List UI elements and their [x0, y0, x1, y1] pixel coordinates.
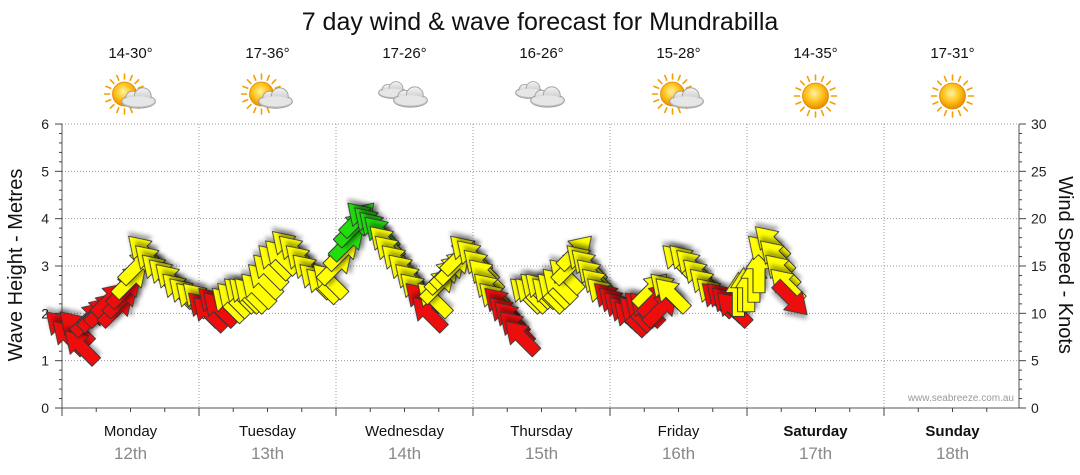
day-label-wednesday: Wednesday 14th [365, 423, 444, 463]
y-left-tick-label: 6 [41, 116, 49, 132]
day-date: 15th [525, 444, 558, 463]
day-date: 17th [799, 444, 832, 463]
day-name: Sunday [925, 423, 980, 440]
grid [62, 123, 1019, 408]
y-right-tick-label: 10 [1031, 305, 1047, 321]
day-header-wednesday: 17-26° [378, 45, 428, 108]
sun-cloud-icon [103, 73, 156, 115]
day-header-tuesday: 17-36° [240, 45, 293, 115]
y-right-tick-label: 0 [1031, 400, 1039, 416]
y-left-tick-label: 3 [41, 258, 49, 274]
day-label-friday: Friday 16th [658, 423, 700, 463]
day-label-thursday: Thursday 15th [510, 423, 573, 463]
temp-range: 17-31° [930, 45, 974, 62]
y-right-tick-label: 15 [1031, 258, 1047, 274]
y-right-tick-label: 25 [1031, 163, 1047, 179]
y-axis-left-label: Wave Height - Metres [5, 169, 27, 362]
cloud-shape [669, 87, 704, 109]
day-date: 16th [662, 444, 695, 463]
cloud-shape [393, 86, 428, 108]
y-left-tick-label: 1 [41, 353, 49, 369]
cloud-shape [530, 86, 565, 108]
y-left-tick-label: 5 [41, 163, 49, 179]
temp-range: 17-26° [382, 45, 426, 62]
cloud-icon [378, 81, 428, 108]
axes: 0 1 2 3 4 5 6 0 5 10 15 20 25 30 [41, 116, 1047, 416]
sun-icon [793, 74, 838, 118]
day-name: Wednesday [365, 423, 444, 440]
cloud-shape [121, 87, 156, 109]
y-left-tick-label: 0 [41, 400, 49, 416]
day-header-sunday: 17-31° [930, 45, 975, 118]
sun-disc [939, 82, 966, 110]
wind-arrows [45, 202, 808, 367]
cloud-shape [258, 87, 293, 109]
temp-range: 17-36° [245, 45, 289, 62]
day-name: Tuesday [239, 423, 296, 440]
sun-cloud-icon [240, 73, 293, 115]
day-name: Friday [658, 423, 700, 440]
day-header-friday: 15-28° [651, 45, 704, 115]
y-axis-right-label: Wind Speed - Knots [1054, 176, 1076, 354]
day-label-sunday: Sunday 18th [925, 423, 980, 463]
day-name: Monday [104, 423, 158, 440]
credit-text: www.seabreeze.com.au [907, 393, 1014, 404]
day-date: 12th [114, 444, 147, 463]
temp-range: 14-30° [108, 45, 152, 62]
day-name: Saturday [783, 423, 848, 440]
wind-arrow [504, 320, 542, 358]
day-date: 18th [936, 444, 969, 463]
sun-icon [930, 74, 975, 118]
wind-arrow [655, 278, 692, 315]
day-forecast-header: 14-30° 17-36° 17-26° 16-26° 15-28° 14-35° 17-3… [103, 45, 975, 118]
y-right-tick-label: 5 [1031, 353, 1039, 369]
y-left-tick-label: 2 [41, 305, 49, 321]
temp-range: 14-35° [793, 45, 837, 62]
day-label-tuesday: Tuesday 13th [239, 423, 296, 463]
y-right-tick-label: 30 [1031, 116, 1047, 132]
day-header-saturday: 14-35° [793, 45, 838, 118]
temp-range: 15-28° [656, 45, 700, 62]
day-date: 13th [251, 444, 284, 463]
day-name: Thursday [510, 423, 573, 440]
day-label-monday: Monday 12th [104, 423, 158, 463]
day-date: 14th [388, 444, 421, 463]
day-header-monday: 14-30° [103, 45, 156, 115]
sun-disc [802, 82, 829, 110]
wind-arrow [771, 278, 808, 316]
chart-title: 7 day wind & wave forecast for Mundrabil… [302, 8, 779, 36]
sun-cloud-icon [651, 73, 704, 115]
day-label-saturday: Saturday 17th [783, 423, 848, 463]
day-labels: Monday 12th Tuesday 13th Wednesday 14th Thursd… [104, 423, 980, 463]
y-left-tick-label: 4 [41, 211, 49, 227]
sun-rays [793, 74, 838, 118]
sun-rays [930, 74, 975, 118]
y-right-tick-label: 20 [1031, 211, 1047, 227]
cloud-icon [515, 81, 565, 108]
temp-range: 16-26° [519, 45, 563, 62]
day-header-thursday: 16-26° [515, 45, 565, 108]
